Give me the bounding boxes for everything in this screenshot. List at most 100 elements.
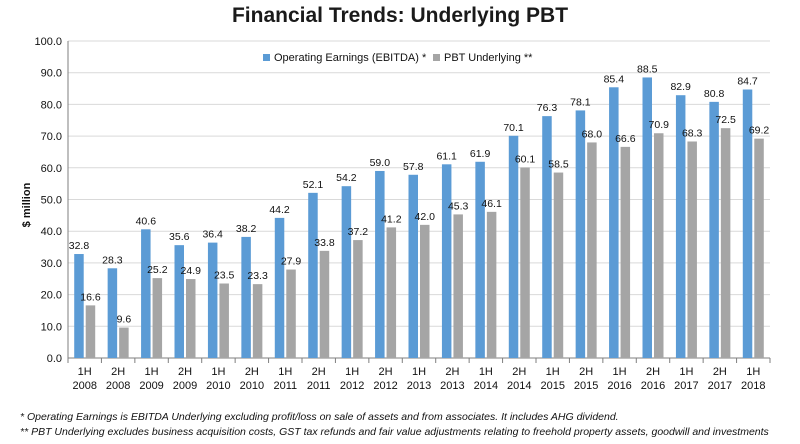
x-tick-label-half: 2H: [579, 366, 593, 378]
ebitda-data-label: 85.4: [604, 73, 625, 85]
pbt-data-label: 70.9: [649, 119, 670, 131]
pbt-data-label: 68.3: [682, 127, 703, 139]
x-tick-label-year: 2008: [72, 380, 96, 392]
legend: Operating Earnings (EBITDA) * PBT Underly…: [263, 52, 533, 64]
x-tick-label-half: 2H: [445, 366, 459, 378]
pbt-bar: [119, 327, 129, 358]
pbt-bar: [687, 141, 697, 358]
x-tick-label-half: 1H: [546, 366, 560, 378]
ebitda-bar: [642, 77, 652, 358]
x-tick-label-year: 2013: [440, 380, 464, 392]
ebitda-bar: [241, 236, 251, 358]
pbt-data-label: 9.6: [117, 314, 132, 326]
bar-chart: 32.8 16.6 28.3 9.6 40.6 25.2 35.6 24.9 36.4 23.5 3…: [21, 36, 771, 392]
pbt-data-label: 68.0: [582, 128, 603, 140]
ebitda-data-label: 40.6: [136, 215, 157, 227]
y-tick-label: 90.0: [41, 68, 62, 80]
ebitda-data-label: 44.2: [269, 204, 290, 216]
ebitda-bar: [207, 242, 218, 358]
pbt-bar: [754, 138, 764, 358]
ebitda-bar: [408, 174, 418, 358]
x-tick-label-half: 2H: [379, 366, 393, 378]
x-tick-label-half: 2H: [111, 366, 125, 378]
x-tick-label-half: 2H: [245, 366, 259, 378]
y-tick-label: 10.0: [41, 321, 62, 333]
x-tick-label-half: 1H: [278, 366, 292, 378]
ebitda-data-label: 52.1: [303, 179, 324, 191]
ebitda-data-label: 28.3: [102, 254, 123, 266]
ebitda-data-label: 61.9: [470, 148, 491, 160]
axes: [67, 41, 771, 363]
pbt-data-label: 33.8: [314, 237, 335, 249]
legend-swatch-pbt: [433, 54, 440, 61]
pbt-data-label: 66.6: [615, 133, 636, 145]
tick-labels: 0.0 10.0 20.0 30.0 40.0 50.0 60.0 70.0 80.0 90.0 1…: [34, 36, 765, 392]
y-axis-label: $ million: [21, 182, 33, 227]
y-tick-label: 0.0: [47, 353, 62, 365]
ebitda-bar: [475, 161, 485, 358]
x-tick-label-year: 2016: [641, 380, 665, 392]
legend-label-ebitda: Operating Earnings (EBITDA) *: [274, 52, 427, 64]
ebitda-data-label: 36.4: [202, 229, 223, 241]
x-tick-label-year: 2018: [741, 380, 765, 392]
ebitda-data-label: 82.9: [670, 81, 691, 93]
x-tick-label-year: 2014: [507, 380, 531, 392]
ebitda-data-label: 57.8: [403, 161, 424, 173]
ebitda-data-label: 76.3: [537, 102, 558, 114]
x-tick-label-year: 2017: [708, 380, 732, 392]
x-tick-label-half: 1H: [479, 366, 493, 378]
legend-swatch-ebitda: [263, 54, 270, 61]
pbt-data-label: 37.2: [348, 226, 369, 238]
x-tick-label-year: 2011: [307, 380, 331, 392]
y-tick-label: 70.0: [41, 131, 62, 143]
x-tick-label-year: 2016: [607, 380, 631, 392]
x-tick-label-year: 2008: [106, 380, 130, 392]
ebitda-data-label: 88.5: [637, 63, 658, 75]
ebitda-bar: [609, 87, 619, 359]
pbt-data-label: 41.2: [381, 213, 402, 225]
pbt-bar: [186, 279, 196, 358]
pbt-bar: [219, 283, 229, 358]
pbt-data-label: 72.5: [715, 114, 736, 126]
x-tick-label-year: 2015: [574, 380, 598, 392]
pbt-data-label: 24.9: [181, 265, 202, 277]
legend-label-pbt: PBT Underlying **: [444, 52, 533, 64]
pbt-data-label: 69.2: [749, 125, 770, 137]
pbt-data-label: 42.0: [415, 211, 436, 223]
x-tick-label-half: 2H: [713, 366, 727, 378]
pbt-data-label: 45.3: [448, 200, 469, 212]
pbt-bar: [252, 284, 263, 358]
x-tick-label-half: 1H: [345, 366, 359, 378]
ebitda-bar: [375, 170, 385, 358]
x-tick-label-year: 2015: [540, 380, 564, 392]
x-tick-label-half: 1H: [679, 366, 693, 378]
pbt-data-label: 23.3: [247, 270, 268, 282]
ebitda-bar: [709, 101, 719, 358]
pbt-bar: [720, 128, 731, 358]
pbt-bar: [286, 269, 296, 358]
ebitda-data-label: 78.1: [570, 96, 591, 108]
x-tick-label-year: 2010: [206, 380, 230, 392]
ebitda-bar: [341, 186, 352, 358]
ebitda-data-label: 70.1: [503, 122, 524, 134]
y-tick-label: 100.0: [34, 36, 62, 48]
ebitda-data-label: 84.7: [737, 76, 758, 88]
y-tick-label: 20.0: [41, 290, 62, 302]
data-labels: 32.8 16.6 28.3 9.6 40.6 25.2 35.6 24.9 36.4 23.5 3…: [69, 63, 770, 325]
ebitda-bar: [742, 89, 753, 358]
pbt-bar: [152, 278, 163, 358]
ebitda-data-label: 38.2: [236, 223, 257, 235]
ebitda-data-label: 80.8: [704, 88, 725, 100]
x-tick-label-year: 2010: [240, 380, 264, 392]
pbt-data-label: 23.5: [214, 270, 235, 282]
x-tick-label-year: 2009: [139, 380, 163, 392]
ebitda-bar: [441, 164, 452, 358]
x-tick-label-half: 1H: [211, 366, 225, 378]
ebitda-bar: [308, 192, 318, 358]
pbt-bar: [654, 133, 664, 358]
x-tick-label-year: 2009: [173, 380, 197, 392]
ebitda-bar: [174, 245, 184, 358]
ebitda-bar: [675, 95, 686, 358]
pbt-bar: [520, 167, 530, 358]
ebitda-data-label: 54.2: [336, 172, 357, 184]
